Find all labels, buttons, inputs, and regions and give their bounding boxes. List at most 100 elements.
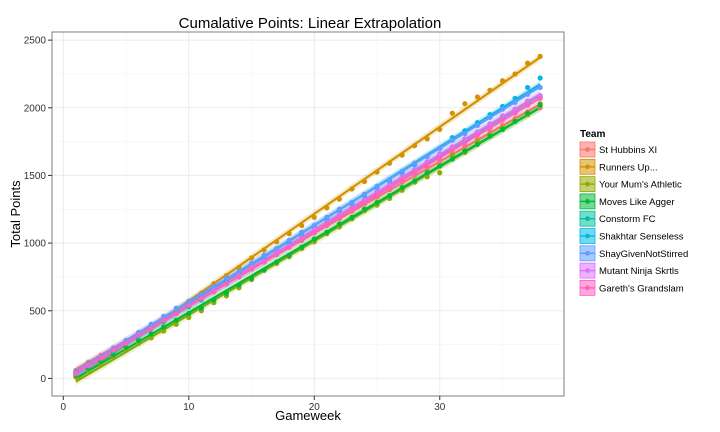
data-point bbox=[412, 160, 418, 166]
data-point bbox=[424, 136, 430, 142]
y-axis-ticks: 0 500 1000 1500 2000 2500 bbox=[24, 36, 52, 385]
data-point bbox=[236, 282, 242, 288]
data-point bbox=[499, 106, 506, 112]
plot-panel bbox=[51, 31, 565, 397]
data-point bbox=[449, 156, 455, 162]
data-point bbox=[311, 214, 317, 220]
data-point bbox=[525, 91, 531, 97]
data-point bbox=[223, 275, 230, 281]
data-point bbox=[148, 335, 154, 341]
data-point bbox=[474, 141, 481, 147]
data-point bbox=[537, 75, 543, 81]
data-point bbox=[336, 214, 342, 220]
data-point bbox=[336, 196, 342, 202]
data-point bbox=[286, 244, 292, 250]
legend-key-point bbox=[585, 181, 590, 187]
data-point bbox=[286, 237, 292, 243]
data-point bbox=[449, 147, 455, 153]
data-point bbox=[361, 191, 368, 197]
data-point bbox=[386, 185, 393, 191]
data-point bbox=[525, 60, 531, 66]
data-point bbox=[198, 305, 204, 311]
data-point bbox=[349, 206, 355, 212]
data-point bbox=[499, 126, 506, 133]
chart-title: Cumalative Points: Linear Extrapolation bbox=[179, 15, 442, 32]
data-point bbox=[324, 229, 330, 235]
x-axis-ticks: 0 10 20 30 bbox=[61, 396, 446, 413]
x-tick-label: 20 bbox=[309, 402, 321, 413]
data-point bbox=[399, 176, 405, 183]
data-point bbox=[424, 166, 430, 172]
data-point bbox=[437, 126, 443, 133]
data-point bbox=[399, 152, 405, 158]
data-point bbox=[186, 314, 192, 321]
data-point bbox=[525, 98, 531, 104]
data-point bbox=[462, 101, 468, 107]
data-point bbox=[399, 185, 405, 191]
data-point bbox=[449, 137, 455, 143]
data-point bbox=[386, 193, 393, 199]
data-point bbox=[148, 331, 154, 337]
data-point bbox=[512, 71, 518, 77]
data-point bbox=[211, 283, 217, 289]
data-point bbox=[223, 290, 230, 296]
legend-title: Team bbox=[580, 129, 605, 140]
data-point bbox=[374, 183, 380, 189]
data-point bbox=[299, 229, 305, 235]
data-point bbox=[437, 163, 443, 169]
data-point bbox=[286, 252, 292, 258]
data-point bbox=[123, 340, 129, 346]
legend-label: Shakhtar Senseless bbox=[599, 232, 684, 243]
data-point bbox=[487, 87, 493, 93]
x-tick-label: 30 bbox=[434, 402, 446, 413]
data-point bbox=[386, 160, 393, 166]
data-point bbox=[261, 247, 267, 253]
legend-label: Mutant Ninja Skrtls bbox=[599, 266, 679, 277]
y-tick-label: 2500 bbox=[24, 36, 47, 47]
legend-key-point bbox=[585, 285, 590, 291]
legend-key-point bbox=[585, 164, 590, 170]
data-point bbox=[173, 310, 179, 317]
data-point bbox=[236, 268, 242, 275]
data-point bbox=[123, 344, 129, 350]
y-tick-label: 1000 bbox=[24, 239, 47, 250]
data-point bbox=[274, 239, 280, 245]
data-point bbox=[248, 260, 255, 266]
data-point bbox=[85, 362, 91, 368]
data-point bbox=[499, 117, 506, 123]
data-point bbox=[336, 206, 342, 212]
data-point bbox=[525, 110, 531, 116]
data-point bbox=[537, 95, 543, 101]
data-point bbox=[110, 347, 117, 353]
legend-key-point bbox=[585, 250, 590, 256]
data-point bbox=[173, 305, 179, 311]
legend-key-point bbox=[585, 268, 590, 273]
data-point bbox=[73, 370, 79, 376]
data-point bbox=[374, 169, 380, 175]
data-point bbox=[424, 153, 430, 160]
legend-items: St Hubbins XI Runners Up... Your Mum's Ath… bbox=[579, 141, 688, 296]
data-point bbox=[424, 170, 430, 176]
data-point bbox=[462, 136, 468, 142]
data-point bbox=[336, 221, 342, 227]
data-point bbox=[248, 275, 255, 281]
data-point bbox=[186, 310, 192, 317]
legend-key-point bbox=[585, 233, 590, 239]
y-axis-title: Total Points bbox=[8, 180, 23, 248]
data-point bbox=[299, 244, 305, 250]
legend-label: ShayGivenNotStirred bbox=[599, 249, 688, 260]
data-point bbox=[499, 113, 506, 119]
data-point bbox=[311, 229, 317, 235]
data-point bbox=[135, 332, 142, 338]
data-point bbox=[374, 199, 380, 206]
data-point bbox=[512, 99, 518, 105]
legend-key-point bbox=[585, 199, 590, 204]
data-point bbox=[286, 231, 292, 237]
data-point bbox=[361, 178, 368, 185]
data-point bbox=[324, 214, 330, 220]
legend-key-point bbox=[585, 216, 590, 222]
data-point bbox=[98, 355, 104, 361]
data-points bbox=[73, 53, 543, 380]
data-point bbox=[512, 106, 518, 112]
data-point bbox=[512, 118, 518, 124]
